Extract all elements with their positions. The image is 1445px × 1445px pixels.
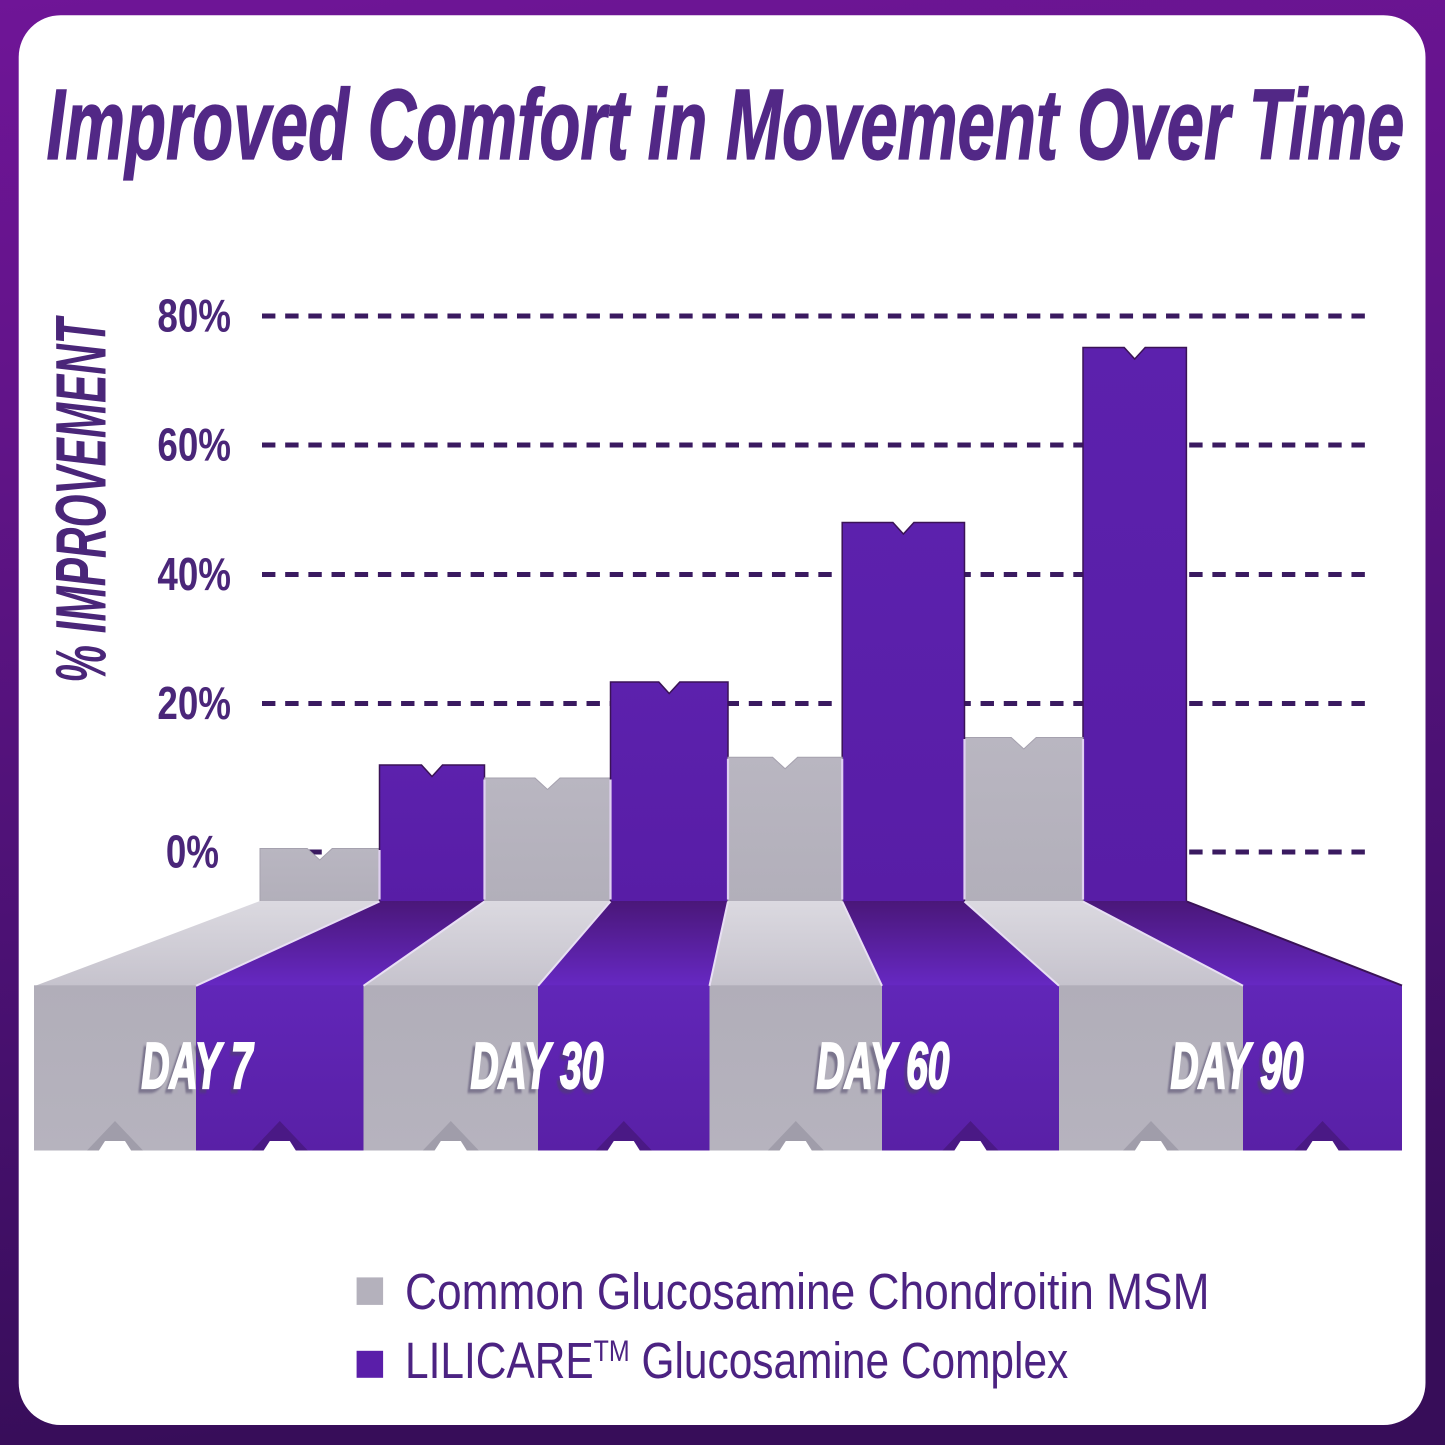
svg-text:0%: 0%: [166, 826, 219, 878]
svg-text:Improved Comfort in Movement O: Improved Comfort in Movement Over Time: [47, 70, 1405, 182]
svg-text:20%: 20%: [157, 677, 231, 729]
svg-text:DAY 90: DAY 90: [1168, 1034, 1301, 1107]
svg-text:40%: 40%: [157, 548, 231, 600]
svg-text:DAY 30: DAY 30: [468, 1034, 601, 1107]
svg-text:60%: 60%: [157, 419, 231, 471]
svg-text:% IMPROVEMENT: % IMPROVEMENT: [42, 315, 121, 682]
svg-text:DAY 7: DAY 7: [138, 1034, 251, 1107]
svg-text:Common Glucosamine Chondroitin: Common Glucosamine Chondroitin MSM: [405, 1264, 1209, 1321]
svg-text:DAY 7: DAY 7: [141, 1030, 254, 1103]
svg-text:DAY 60: DAY 60: [814, 1034, 947, 1107]
svg-text:LILICARETM Glucosamine Complex: LILICARETM Glucosamine Complex: [405, 1332, 1068, 1389]
svg-text:80%: 80%: [157, 290, 231, 342]
svg-text:DAY 90: DAY 90: [1171, 1030, 1304, 1103]
svg-text:DAY 30: DAY 30: [471, 1030, 604, 1103]
svg-text:DAY 60: DAY 60: [817, 1030, 950, 1103]
